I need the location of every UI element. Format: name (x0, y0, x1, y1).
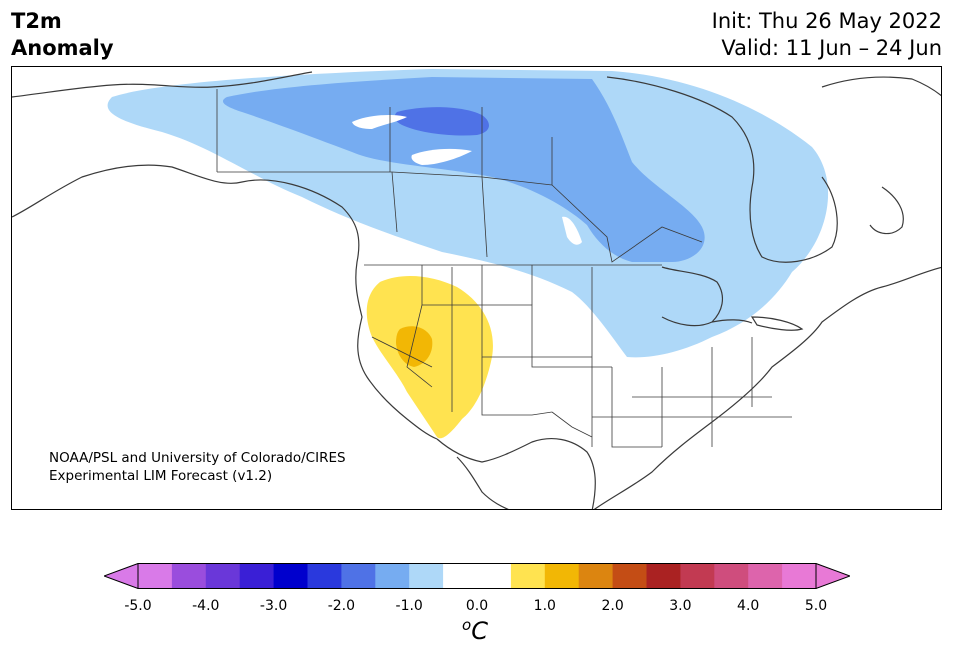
colorbar-bin (375, 563, 410, 589)
colorbar-bin (307, 563, 342, 589)
colorbar-unit: oC (462, 616, 488, 645)
unit-label: C (471, 617, 488, 645)
colorbar-bin (578, 563, 614, 589)
colorbar-bin (646, 563, 681, 589)
colorbar-bin (782, 563, 817, 589)
data-credit: NOAA/PSL and University of Colorado/CIRE… (49, 449, 346, 485)
colorbar-bin (544, 563, 580, 589)
colorbar-tick-label: -3.0 (259, 598, 288, 614)
colorbar-over-arrow (815, 563, 850, 589)
anomaly-region-plus-1.0 (396, 326, 433, 367)
colorbar-bin (443, 563, 478, 589)
colorbar-bin (714, 563, 749, 589)
colorbar-tick-label: 3.0 (669, 598, 692, 614)
colorbar-tick-label: 5.0 (804, 598, 828, 614)
credit-line-2: Experimental LIM Forecast (v1.2) (49, 468, 273, 484)
colorbar-bin (205, 563, 241, 589)
colorbar-tick-label: 2.0 (601, 598, 624, 614)
colorbar-bin (239, 563, 275, 589)
lake-shape (562, 216, 582, 245)
forecast-info: Init: Thu 26 May 2022 Valid: 11 Jun – 24… (712, 8, 942, 62)
colorbar-tick-label: 0.0 (465, 598, 489, 614)
credit-line-1: NOAA/PSL and University of Colorado/CIRE… (49, 450, 346, 466)
init-date: Init: Thu 26 May 2022 (711, 9, 942, 33)
political-borders (216, 89, 792, 448)
lake-shape (411, 148, 472, 165)
colorbar (104, 563, 850, 589)
anomaly-region-minus-1.5 (394, 107, 489, 136)
colorbar-tick-label: -5.0 (124, 598, 152, 614)
valid-range: Valid: 11 Jun – 24 Jun (721, 36, 942, 60)
map-title: T2m Anomaly (11, 8, 114, 62)
anomaly-region-minus-0.5 (107, 69, 829, 358)
colorbar-bin (273, 563, 308, 589)
colorbar-bin (748, 563, 783, 589)
colorbar-bin (138, 563, 173, 589)
unit-degree: o (462, 616, 472, 634)
title-line-1: T2m (11, 9, 62, 33)
colorbar-bin (510, 563, 546, 589)
title-line-2: Anomaly (11, 36, 114, 60)
colorbar-bin (612, 563, 647, 589)
colorbar-tick-label: 4.0 (737, 598, 760, 614)
colorbar-tick-label: -4.0 (192, 598, 220, 614)
colorbar-frame (137, 563, 817, 589)
map-canvas (12, 69, 941, 509)
colorbar-ticks: -5.0 -4.0 -3.0 -2.0 -1.0 0.0 1.0 2.0 3.0 4.0 5.0 (0, 598, 953, 618)
colorbar-tick-label: 1.0 (533, 598, 556, 614)
colorbar-bin (680, 563, 715, 589)
lake-shape (352, 114, 407, 129)
colorbar-bin (341, 563, 376, 589)
coastlines (12, 71, 941, 509)
anomaly-map (11, 66, 942, 510)
colorbar-tick-label: -1.0 (395, 598, 423, 614)
colorbar-tick-label: -2.0 (327, 598, 356, 614)
colorbar-bin (171, 563, 207, 589)
anomaly-region-plus-0.5 (366, 275, 493, 439)
colorbar-under-arrow (104, 563, 139, 589)
colorbar-bin (409, 563, 444, 589)
colorbar-bin (477, 563, 512, 589)
